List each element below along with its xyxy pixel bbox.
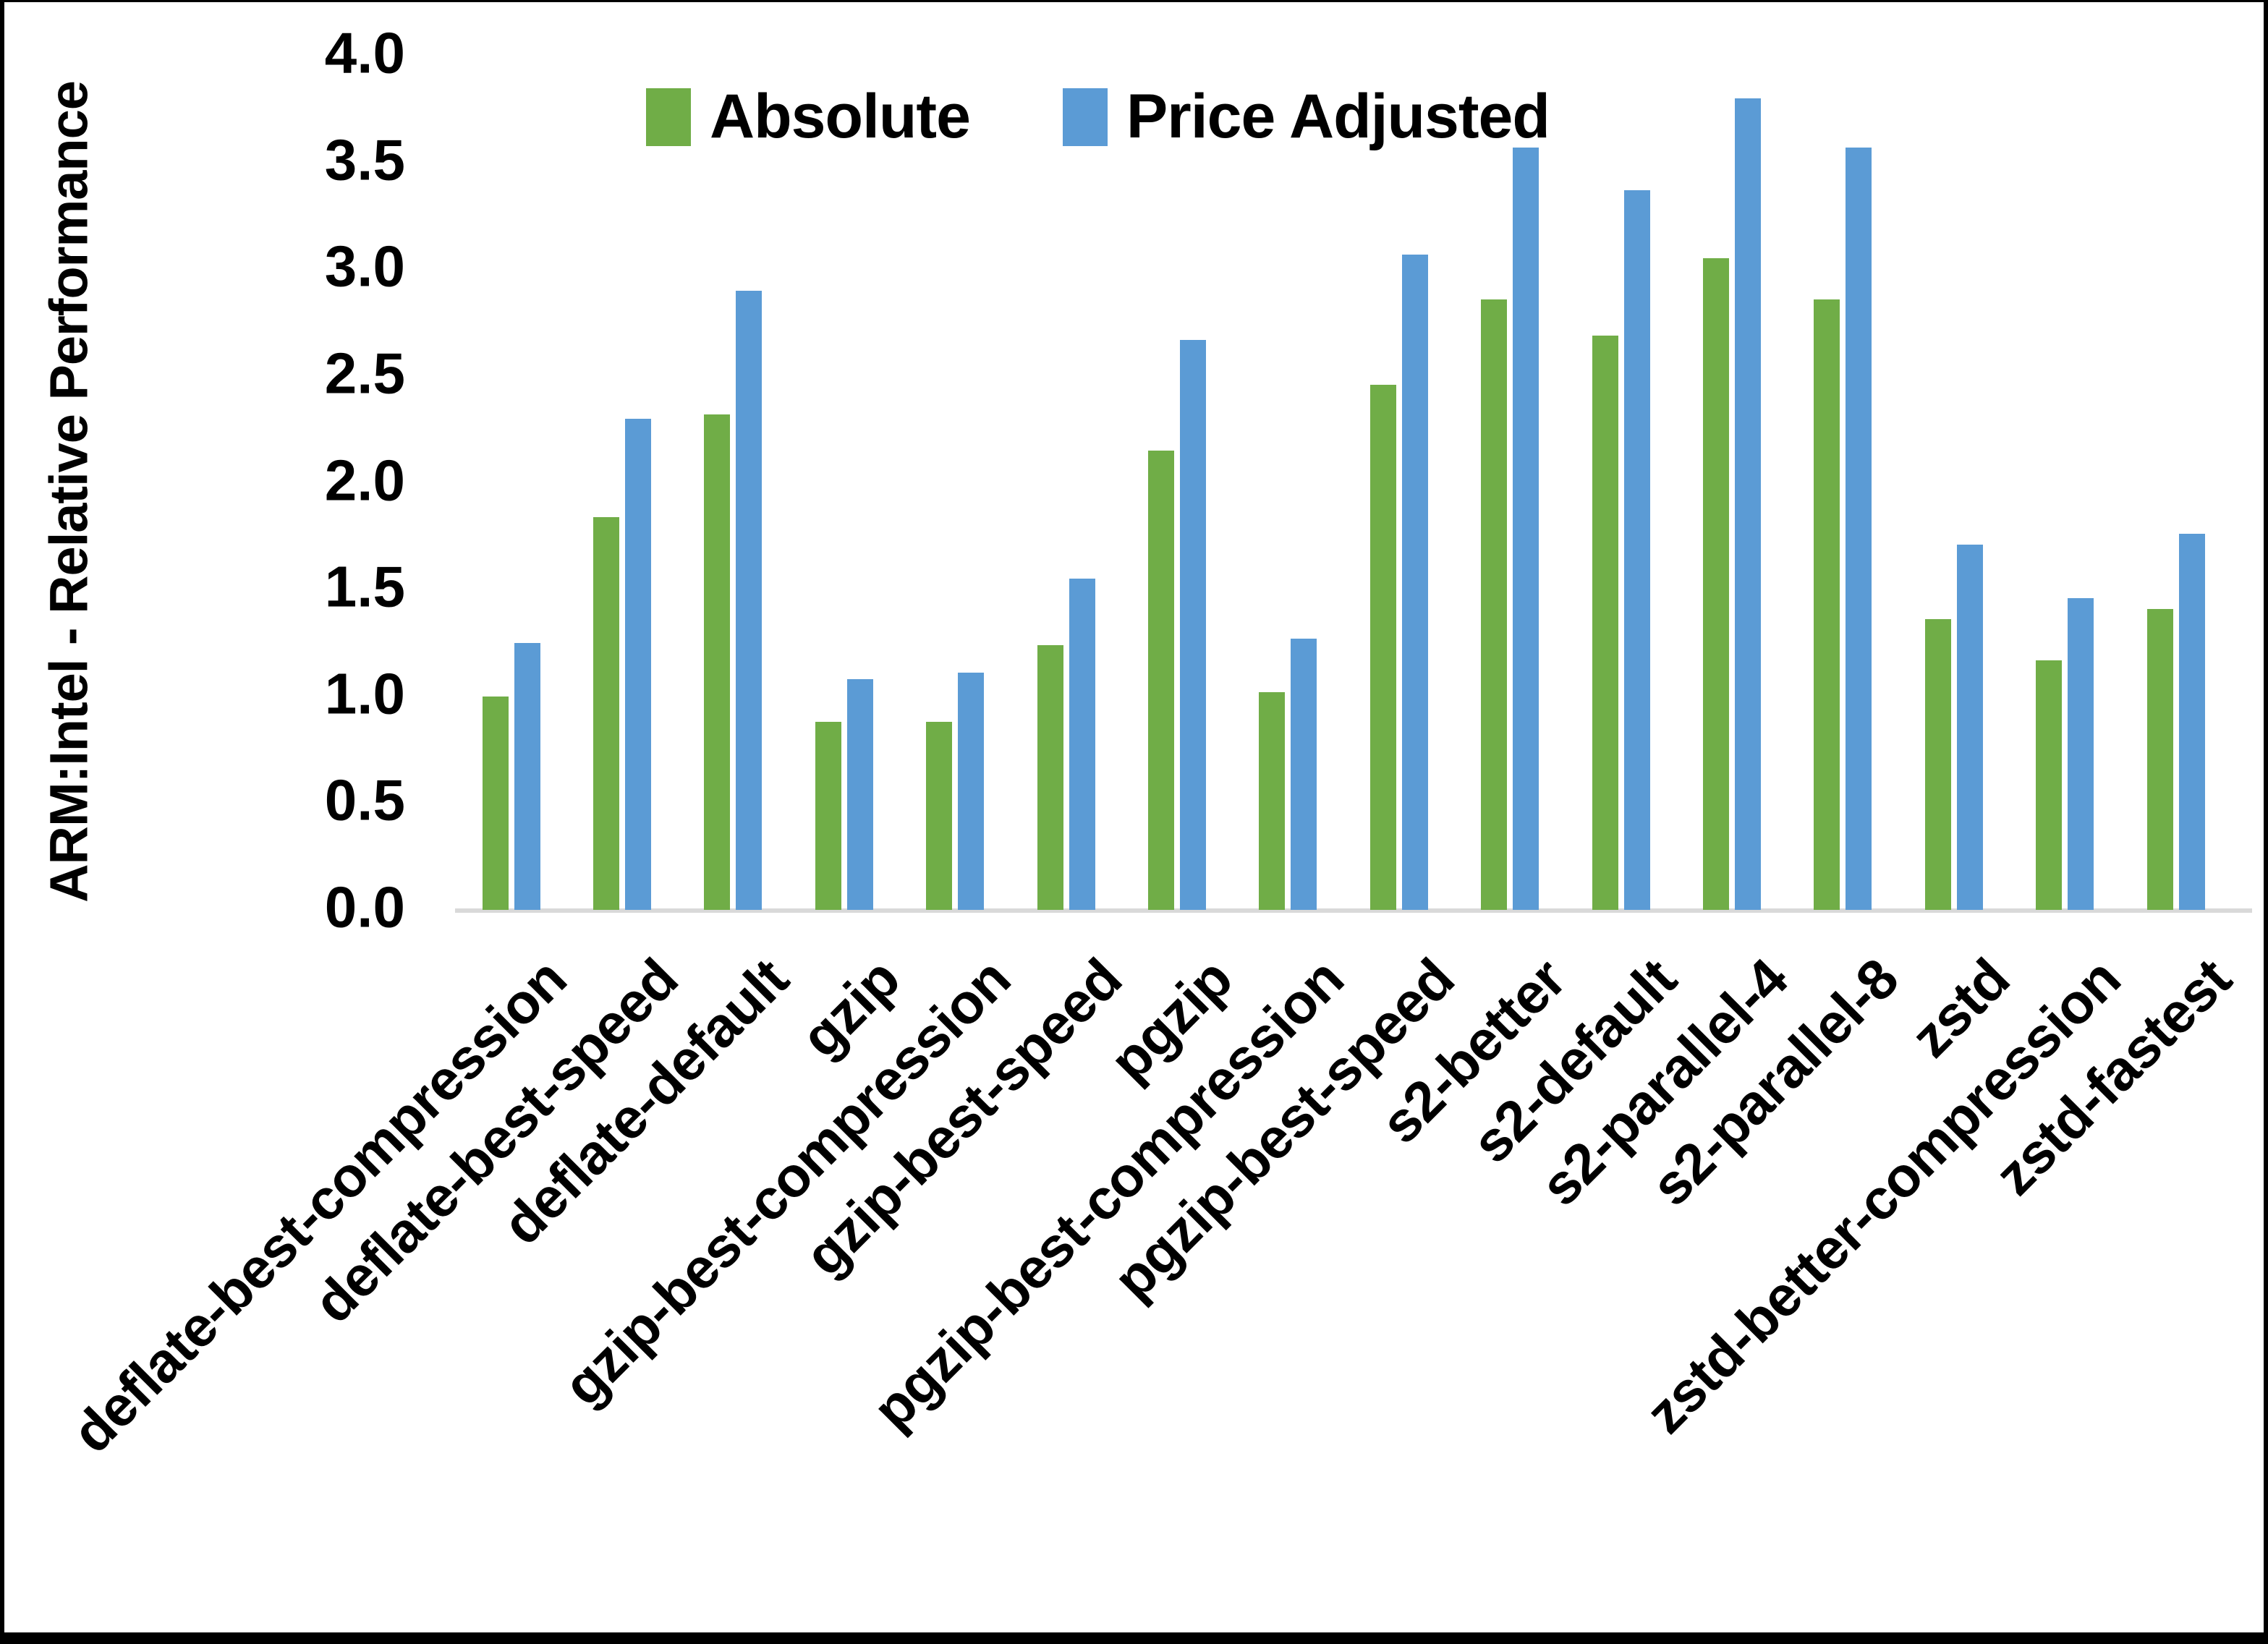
y-tick-label-4.0: 4.0 <box>324 20 405 85</box>
legend-item-absolute: Absolute <box>646 81 971 153</box>
bar-deflate-best-compression-price-adjusted <box>514 643 540 910</box>
bar-s2-parallel-4-absolute <box>1702 258 1729 910</box>
bar-deflate-best-speed-price-adjusted <box>624 419 651 910</box>
bar-deflate-default-price-adjusted <box>736 291 763 910</box>
y-tick-label-1.0: 1.0 <box>324 661 405 726</box>
y-tick-label-3.5: 3.5 <box>324 127 405 192</box>
bar-zstd-better-compression-absolute <box>2036 660 2063 910</box>
bar-zstd-fastest-price-adjusted <box>2178 534 2205 910</box>
y-tick-label-1.5: 1.5 <box>324 554 405 619</box>
bar-s2-default-absolute <box>1592 336 1618 910</box>
bar-s2-default-price-adjusted <box>1623 190 1650 910</box>
legend: Absolute Price Adjusted <box>646 81 1550 153</box>
legend-item-price-adjusted: Price Adjusted <box>1062 81 1550 153</box>
bar-gzip-absolute <box>815 722 841 910</box>
bar-s2-parallel-4-price-adjusted <box>1734 98 1761 910</box>
bar-gzip-best-speed-price-adjusted <box>1069 579 1095 910</box>
bar-pgzip-absolute <box>1147 451 1174 910</box>
bar-s2-parallel-8-absolute <box>1814 299 1840 910</box>
legend-label-price-adjusted: Price Adjusted <box>1126 82 1550 151</box>
bar-s2-better-price-adjusted <box>1513 148 1539 910</box>
bar-pgzip-best-compression-absolute <box>1259 692 1286 910</box>
y-tick-label-0.5: 0.5 <box>324 767 405 832</box>
y-tick-label-2.5: 2.5 <box>324 341 405 406</box>
y-tick-label-0.0: 0.0 <box>324 874 405 940</box>
bar-pgzip-best-speed-price-adjusted <box>1401 255 1428 910</box>
bar-gzip-best-compression-absolute <box>926 722 953 910</box>
bar-pgzip-best-speed-absolute <box>1369 385 1396 910</box>
bar-pgzip-best-compression-price-adjusted <box>1291 639 1317 910</box>
bar-gzip-best-compression-price-adjusted <box>958 673 985 910</box>
bar-zstd-absolute <box>1924 619 1951 910</box>
bar-gzip-price-adjusted <box>846 679 873 910</box>
x-axis-line <box>455 908 2252 913</box>
legend-label-absolute: Absolute <box>710 82 971 151</box>
bar-deflate-best-compression-absolute <box>482 697 509 910</box>
bar-deflate-best-speed-absolute <box>593 517 619 910</box>
legend-swatch-price-adjusted <box>1062 88 1108 146</box>
bar-zstd-price-adjusted <box>1956 545 1983 910</box>
bar-pgzip-price-adjusted <box>1179 340 1206 910</box>
bar-zstd-fastest-absolute <box>2146 609 2173 910</box>
bar-s2-better-absolute <box>1481 299 1508 910</box>
bar-s2-parallel-8-price-adjusted <box>1846 148 1872 910</box>
bar-deflate-default-absolute <box>704 414 731 910</box>
bar-gzip-best-speed-absolute <box>1037 645 1063 910</box>
y-tick-label-2.0: 2.0 <box>324 447 405 512</box>
bar-zstd-better-compression-price-adjusted <box>2068 598 2094 910</box>
legend-swatch-absolute <box>646 88 691 146</box>
y-tick-label-3.0: 3.0 <box>324 234 405 299</box>
